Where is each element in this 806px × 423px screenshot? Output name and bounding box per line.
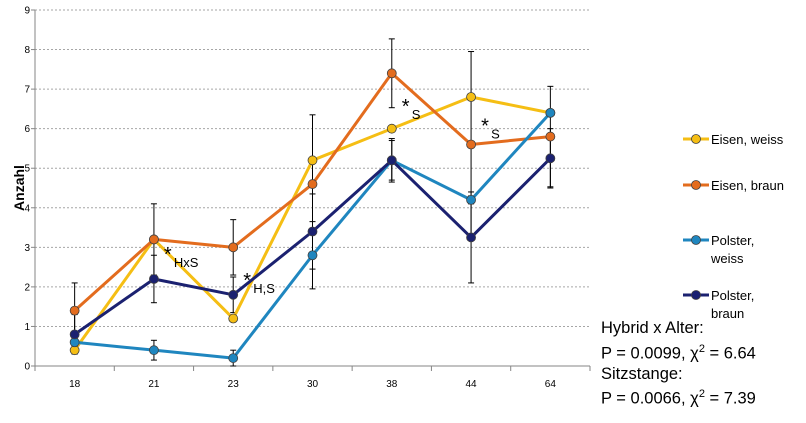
data-point bbox=[149, 274, 159, 284]
data-point bbox=[149, 345, 159, 356]
significance-annotations: * HxS* H,S* S* S bbox=[164, 96, 500, 296]
data-point bbox=[228, 353, 239, 363]
legend-label: Eisen, weiss bbox=[711, 132, 784, 147]
legend-marker bbox=[691, 235, 701, 245]
error-bars bbox=[71, 38, 554, 367]
stats-line-2: P = 0.0099, χ2 = 6.64 bbox=[601, 339, 756, 364]
x-tick-label: 18 bbox=[69, 379, 81, 390]
y-tick-label: 4 bbox=[24, 203, 30, 214]
statistics-box: Hybrid x Alter: P = 0.0099, χ2 = 6.64 Si… bbox=[601, 318, 756, 409]
y-tick-labels: 0 1 2 3 4 5 6 7 8 9 bbox=[24, 6, 30, 373]
data-point bbox=[545, 153, 556, 164]
annotation-label: H,S bbox=[253, 281, 275, 296]
x-tick-label: 64 bbox=[545, 379, 557, 390]
x-tick-label: 38 bbox=[386, 379, 398, 390]
data-point bbox=[307, 226, 318, 237]
stats-line-2-sup: 2 bbox=[698, 342, 705, 355]
legend-label: Eisen, braun bbox=[711, 178, 784, 193]
stats-line-4-sup: 2 bbox=[698, 388, 705, 400]
legend-label: Polster, braun bbox=[711, 288, 754, 321]
stats-line-4-suffix: = 7.39 bbox=[704, 389, 756, 408]
x-tick-labels: 18 21 23 30 38 44 64 bbox=[69, 379, 556, 390]
annotation-star: * bbox=[481, 116, 489, 138]
stats-line-4: P = 0.0066, χ2 = 7.39 bbox=[601, 384, 756, 409]
data-point bbox=[545, 107, 556, 118]
annotation-label: S bbox=[412, 107, 421, 122]
annotation-label: S bbox=[491, 127, 500, 142]
series-points bbox=[69, 68, 556, 363]
data-point bbox=[69, 329, 80, 340]
y-tick-label: 5 bbox=[24, 164, 30, 175]
annotation-star: * bbox=[164, 244, 172, 266]
data-point bbox=[69, 305, 80, 316]
legend-marker bbox=[691, 290, 701, 300]
data-point bbox=[466, 92, 476, 102]
stats-line-1: Hybrid x Alter: bbox=[601, 319, 704, 337]
x-tick-label: 30 bbox=[307, 379, 319, 390]
x-tick-label: 23 bbox=[228, 379, 240, 390]
data-point bbox=[545, 131, 556, 142]
legend-marker bbox=[691, 134, 701, 144]
stats-line-3: Sitzstange: bbox=[601, 364, 683, 383]
data-point bbox=[386, 155, 397, 166]
y-tick-label: 9 bbox=[24, 6, 30, 17]
legend-label-line: weiss bbox=[710, 251, 744, 266]
legend-label-line: Polster, bbox=[711, 288, 754, 303]
data-point bbox=[466, 139, 476, 150]
y-axis-label: Anzahl bbox=[11, 165, 27, 211]
y-tick-label: 3 bbox=[24, 243, 30, 254]
data-point bbox=[228, 289, 239, 300]
axes bbox=[31, 9, 591, 371]
legend-label-line: braun bbox=[711, 306, 744, 321]
data-point bbox=[386, 68, 397, 79]
data-point bbox=[307, 179, 318, 189]
data-point bbox=[307, 155, 318, 166]
x-tick-label: 21 bbox=[148, 379, 160, 390]
y-tick-label: 0 bbox=[24, 362, 30, 373]
data-point bbox=[307, 250, 318, 261]
annotation-star: * bbox=[402, 96, 410, 118]
annotation-label: HxS bbox=[174, 255, 199, 270]
data-point bbox=[466, 194, 476, 205]
data-point bbox=[466, 232, 476, 243]
y-tick-label: 7 bbox=[24, 85, 30, 96]
annotation-star: * bbox=[243, 270, 251, 292]
data-point bbox=[386, 123, 397, 134]
y-tick-label: 2 bbox=[24, 282, 30, 293]
data-point bbox=[228, 242, 239, 253]
y-tick-label: 1 bbox=[24, 322, 30, 333]
legend-label: Polster, weiss bbox=[710, 233, 754, 266]
legend-marker bbox=[691, 180, 701, 190]
stats-line-2-suffix: = 6.64 bbox=[704, 344, 756, 362]
stats-line-2-prefix: P = 0.0099, χ bbox=[601, 344, 699, 362]
y-tick-label: 8 bbox=[24, 45, 30, 56]
x-tick-label: 44 bbox=[466, 379, 478, 390]
legend-label-line: Polster, bbox=[711, 233, 754, 248]
data-point bbox=[149, 234, 159, 245]
data-point bbox=[228, 313, 239, 324]
stats-line-4-prefix: P = 0.0066, χ bbox=[601, 389, 699, 408]
y-tick-label: 6 bbox=[24, 124, 30, 135]
